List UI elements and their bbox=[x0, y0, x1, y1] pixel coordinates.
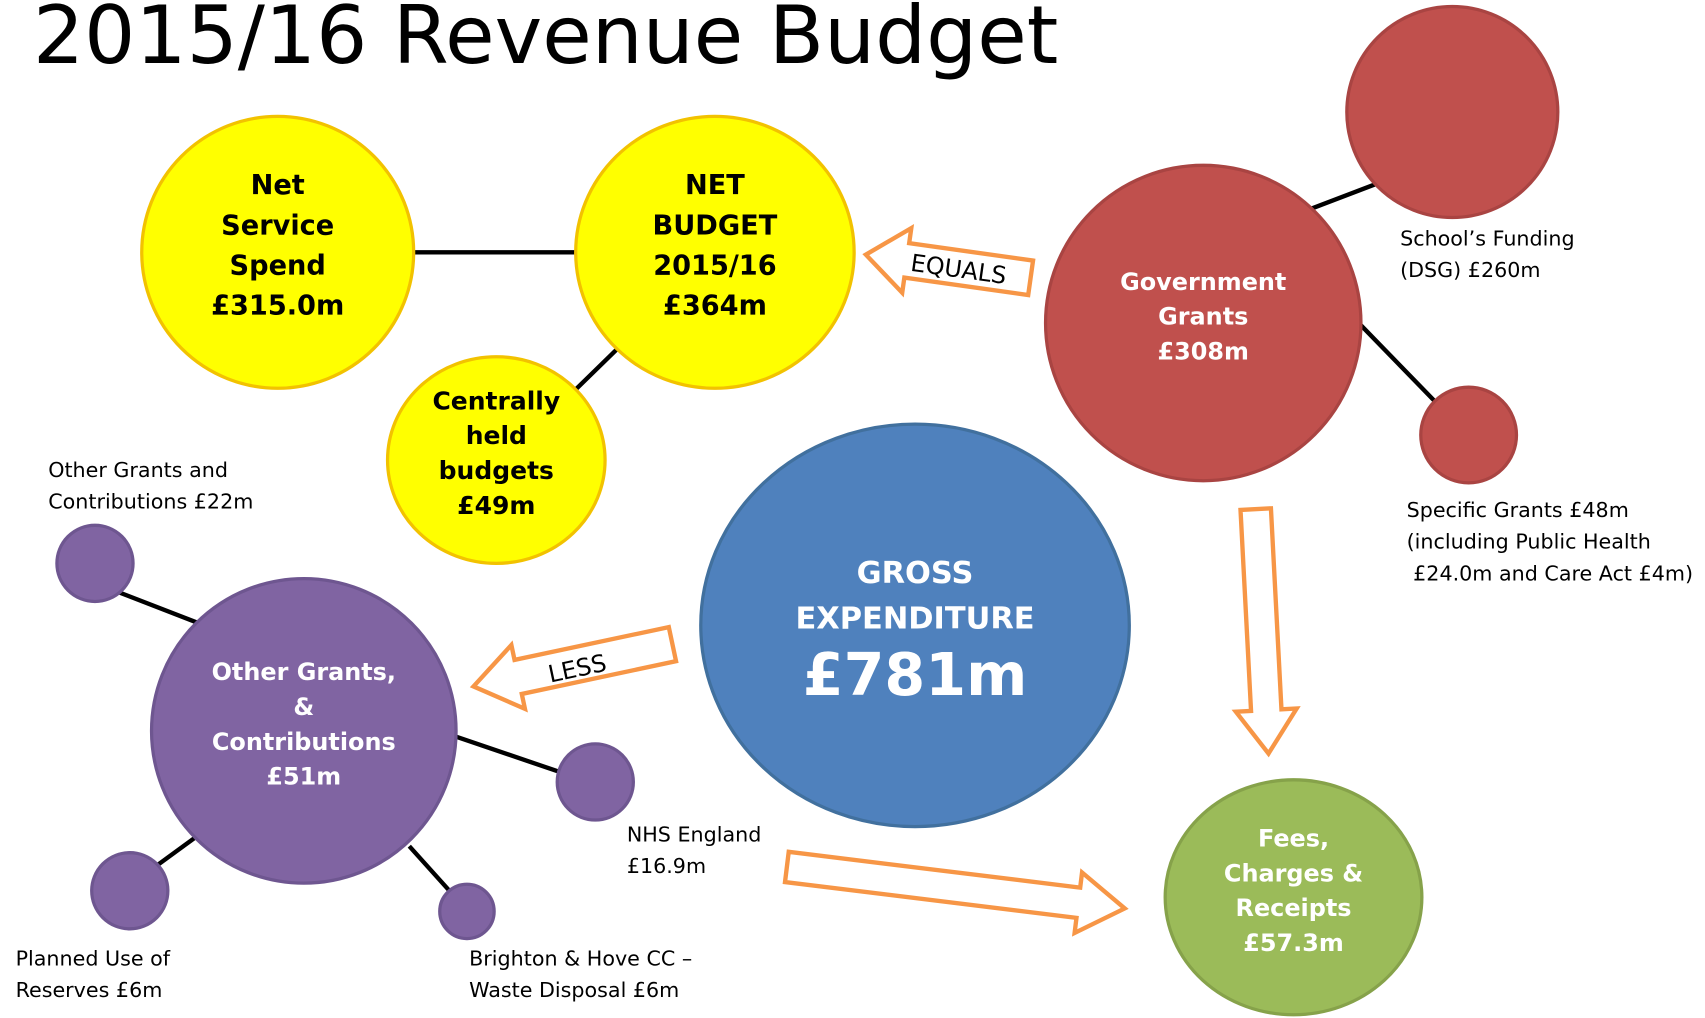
node-label: BUDGET bbox=[653, 210, 778, 241]
connector bbox=[407, 844, 451, 892]
node-label: Grants bbox=[1158, 303, 1248, 331]
circle bbox=[55, 523, 135, 604]
callout-label: School’s Funding bbox=[1400, 226, 1574, 250]
node-label: EXPENDITURE bbox=[795, 601, 1034, 636]
circle bbox=[555, 742, 635, 822]
callout-label: Other Grants and bbox=[48, 458, 228, 482]
callout-label: £24.0m and Care Act £4m) bbox=[1413, 561, 1693, 585]
node-label: £57.3m bbox=[1243, 929, 1344, 957]
circle bbox=[438, 882, 496, 941]
callout-label: (including Public Health bbox=[1407, 530, 1651, 554]
connector bbox=[156, 833, 200, 867]
callout-label: NHS England bbox=[627, 822, 762, 846]
node-label: £49m bbox=[457, 491, 535, 520]
arrows: EQUALS LESS bbox=[469, 223, 1301, 937]
arrow bbox=[782, 849, 1129, 937]
node-label: Other Grants, bbox=[212, 658, 396, 686]
node-circle bbox=[574, 114, 856, 390]
connectors bbox=[119, 180, 1436, 892]
node-circle bbox=[149, 576, 458, 885]
node-label: 2015/16 bbox=[653, 251, 776, 282]
node-label: £315.0m bbox=[211, 291, 344, 322]
node-circle bbox=[385, 355, 607, 566]
node-label: budgets bbox=[439, 456, 554, 485]
node-circle bbox=[140, 114, 416, 390]
node-label: Contributions bbox=[212, 728, 396, 756]
node-label: Receipts bbox=[1236, 894, 1352, 922]
node-label: held bbox=[466, 421, 527, 450]
callout-label: Brighton & Hove CC – bbox=[469, 946, 692, 970]
node-label: Net bbox=[251, 170, 305, 201]
connector bbox=[451, 733, 562, 775]
node-label: £781m bbox=[803, 640, 1028, 709]
node-label: Charges & bbox=[1224, 859, 1363, 887]
arrow bbox=[1231, 506, 1301, 758]
connector bbox=[569, 346, 620, 396]
node-label: GROSS bbox=[857, 556, 974, 591]
node-label: NET bbox=[685, 170, 745, 201]
node-label: Centrally bbox=[432, 386, 560, 415]
arrow bbox=[862, 223, 1036, 298]
node-label: £51m bbox=[266, 763, 341, 791]
node-label: Fees, bbox=[1258, 825, 1329, 853]
node-circle bbox=[1043, 163, 1363, 483]
connector bbox=[1356, 320, 1436, 402]
callout-label: Specific Grants £48m bbox=[1407, 498, 1629, 522]
callout-label: Reserves £6m bbox=[16, 978, 163, 1002]
node-label: Service bbox=[221, 210, 334, 241]
node-circle bbox=[1163, 778, 1424, 1017]
callout-label: Planned Use of bbox=[16, 946, 171, 970]
callout-label: Contributions £22m bbox=[48, 489, 253, 513]
circle bbox=[1419, 385, 1519, 485]
node-circle bbox=[699, 422, 1131, 829]
connector bbox=[119, 590, 203, 627]
title: 2015/16 Revenue Budget bbox=[33, 0, 1058, 82]
node-label: & bbox=[293, 693, 314, 721]
circle bbox=[90, 851, 170, 931]
node-label: £308m bbox=[1158, 337, 1249, 365]
circle bbox=[1345, 4, 1560, 220]
arrow bbox=[469, 624, 679, 713]
callout-label: £16.9m bbox=[627, 854, 706, 878]
callouts: School’s Funding (DSG) £260m Specific Gran… bbox=[16, 226, 1693, 1002]
node-label: £364m bbox=[663, 291, 767, 322]
callout-label: (DSG) £260m bbox=[1400, 258, 1540, 282]
nodes: Net Service Spend £315.0m NET BUDGET 2015/16 £3… bbox=[140, 114, 1424, 1017]
connector bbox=[1310, 180, 1381, 211]
node-label: Spend bbox=[230, 251, 326, 282]
callout-label: Waste Disposal £6m bbox=[469, 978, 679, 1002]
node-label: Government bbox=[1120, 268, 1286, 296]
small-circles bbox=[55, 4, 1560, 941]
